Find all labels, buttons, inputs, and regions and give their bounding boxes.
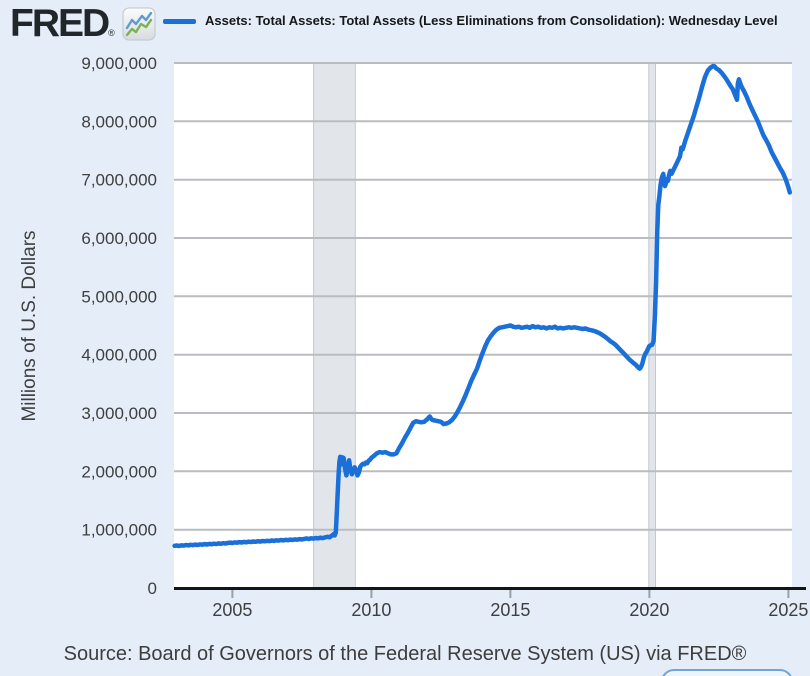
x-tick-label: 2025 xyxy=(768,600,808,620)
x-tick-label: 2005 xyxy=(212,600,252,620)
x-tick-label: 2010 xyxy=(351,600,391,620)
x-tick-label: 2020 xyxy=(629,600,669,620)
recession-band xyxy=(313,62,356,589)
fred-logo-text: FRED xyxy=(10,2,110,45)
source-attribution: Source: Board of Governors of the Federa… xyxy=(63,643,747,665)
y-tick-label: 2,000,000 xyxy=(81,462,157,481)
series-line-total-assets[interactable] xyxy=(172,63,793,549)
y-tick-label: 0 xyxy=(148,579,157,598)
y-tick-label: 5,000,000 xyxy=(81,287,157,306)
fred-logo[interactable]: FRED® xyxy=(10,2,115,55)
legend-line-swatch xyxy=(163,19,196,24)
y-tick-label: 9,000,000 xyxy=(81,54,157,73)
y-axis-title: Millions of U.S. Dollars xyxy=(19,230,40,422)
y-tick-label: 1,000,000 xyxy=(81,521,157,540)
y-tick-label: 7,000,000 xyxy=(81,171,157,190)
y-tick-label: 3,000,000 xyxy=(81,404,157,423)
registered-mark: ® xyxy=(108,28,115,38)
plot-background xyxy=(174,63,792,588)
partially-visible-button[interactable] xyxy=(661,669,793,676)
legend-series-label: Assets: Total Assets: Total Assets (Less… xyxy=(205,13,778,28)
y-tick-label: 8,000,000 xyxy=(81,112,157,131)
x-tick-label: 2015 xyxy=(490,600,530,620)
y-tick-label: 4,000,000 xyxy=(81,346,157,365)
chart-plot-area[interactable]: 0 1,000,000 2,000,000 3,000,000 4,000,000 5,0… xyxy=(0,0,810,640)
y-tick-label: 6,000,000 xyxy=(81,229,157,248)
fred-chart-icon xyxy=(122,7,156,41)
